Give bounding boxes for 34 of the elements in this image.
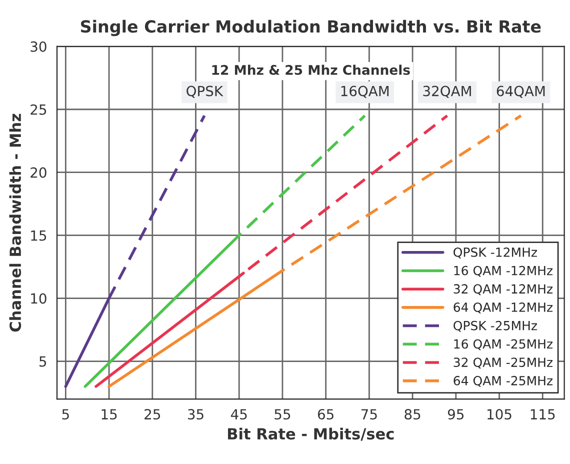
x-tick-label: 115 <box>530 409 555 420</box>
x-tick-label: 25 <box>144 409 160 420</box>
x-tick-label: 45 <box>230 409 247 420</box>
x-tick-label: 95 <box>448 409 464 420</box>
legend-label: QPSK -12MHz <box>454 247 537 258</box>
annotation: 32QAM <box>423 86 471 98</box>
annotation: 64QAM <box>496 86 545 98</box>
x-tick-label: 35 <box>188 409 204 420</box>
y-tick-label: 30 <box>30 41 46 52</box>
legend-label: 32 QAM -25MHz <box>454 358 553 368</box>
x-tick-label: 15 <box>102 409 117 420</box>
y-tick-label: 20 <box>30 167 46 178</box>
legend-label: 32 QAM -12MHz <box>454 284 553 296</box>
y-tick-label: 5 <box>40 356 46 367</box>
x-tick-label: 75 <box>361 409 377 420</box>
y-tick-label: 25 <box>30 104 46 115</box>
legend-label: 64 QAM -25MHz <box>454 376 553 387</box>
x-tick-label: 85 <box>404 409 420 420</box>
chart-title: Single Carrier Modulation Bandwidth vs. Bit Rate <box>80 20 541 36</box>
x-tick-label: 65 <box>318 409 334 420</box>
x-axis-title: Bit Rate - Mbits/sec <box>228 428 394 441</box>
y-tick-label: 15 <box>31 230 46 241</box>
legend-label: 16 QAM -25MHz <box>454 339 553 350</box>
y-tick-label: 10 <box>31 293 46 304</box>
y-axis-title: Channel Bandwidth - Mhz <box>9 114 22 332</box>
x-tick-label: 5 <box>62 409 69 420</box>
legend-label: QPSK -25MHz <box>454 320 537 332</box>
annotation: QPSK <box>186 86 224 98</box>
legend-label: 16 QAM -12MHz <box>454 266 553 277</box>
x-tick-label: 55 <box>274 409 290 420</box>
x-tick-label: 105 <box>488 409 512 420</box>
legend-label: 64 QAM -12MHz <box>454 302 553 314</box>
annotation: 16QAM <box>341 86 389 98</box>
annotation: 12 Mhz & 25 Mhz Channels <box>212 64 410 75</box>
